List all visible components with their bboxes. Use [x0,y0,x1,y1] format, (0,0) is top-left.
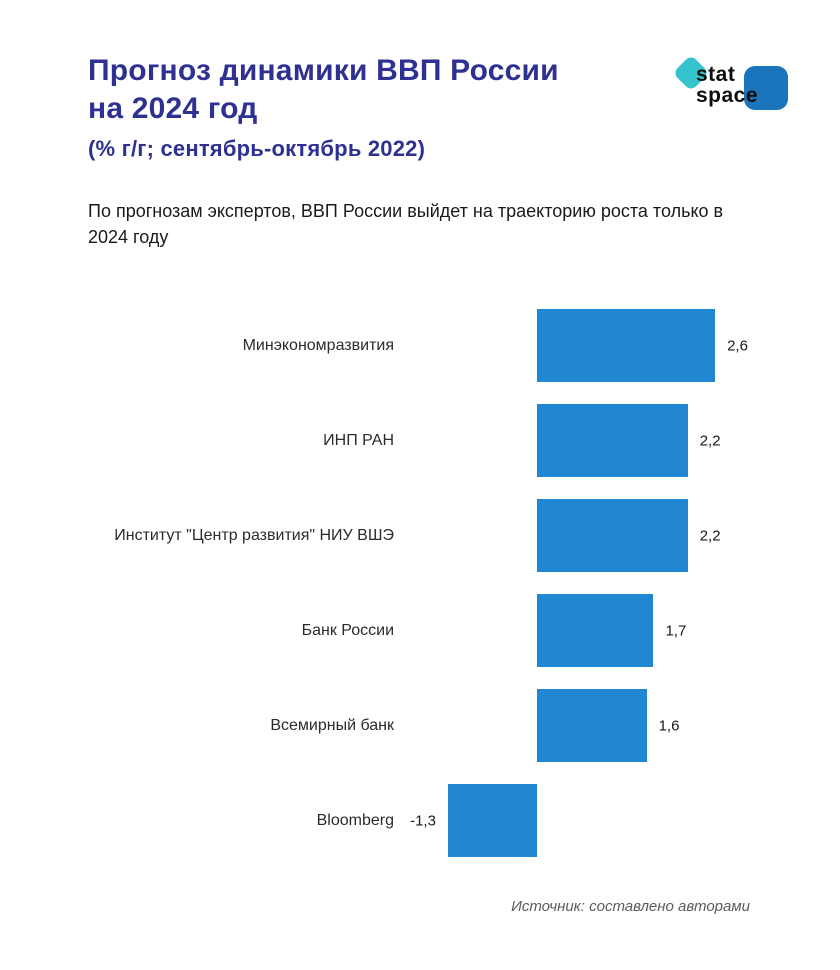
bar [537,404,688,477]
category-label: Bloomberg [316,811,394,829]
chart-row: ИНП РАН 2,2 [0,393,840,488]
chart-row: Всемирный банк 1,6 [0,678,840,773]
page-title: Прогноз динамики ВВП России на 2024 год [88,52,559,128]
logo-text-line-2: space [696,84,759,107]
bar-area: 2,2 [400,488,840,583]
title-block: Прогноз динамики ВВП России на 2024 год … [88,52,559,162]
bar [447,784,537,857]
logo-blue-square-icon [744,66,788,110]
chart-row: Минэкономразвития 2,6 [0,298,840,393]
bar [537,594,654,667]
bar-area: 1,7 [400,583,840,678]
category-label: Банк России [301,621,394,639]
category-label: Минэкономразвития [242,336,394,354]
chart-row: Институт "Центр развития" НИУ ВШЭ 2,2 [0,488,840,583]
chart-row: Банк России 1,7 [0,583,840,678]
bar [537,689,647,762]
source-note: Источник: составлено авторами [511,898,750,915]
header: Прогноз динамики ВВП России на 2024 год … [0,52,840,162]
value-label: 2,2 [699,527,721,544]
bar-area: 2,6 [400,298,840,393]
page-subtitle: (% г/г; сентябрь-октябрь 2022) [88,136,426,161]
infographic-page: Прогноз динамики ВВП России на 2024 год … [0,52,840,915]
chart-description: По прогнозам экспертов, ВВП России выйде… [88,201,724,247]
category-label: ИНП РАН [323,431,394,449]
category-label: Всемирный банк [270,716,394,734]
bar-area: 2,2 [400,393,840,488]
bar [537,499,688,572]
logo-text-line-1: stat [696,63,736,86]
bar-area: -1,3 [400,773,840,868]
bar [537,309,716,382]
title-line-2: на 2024 год [88,92,258,125]
statspace-logo: stat space [672,54,790,118]
title-line-1: Прогноз динамики ВВП России [88,54,559,87]
value-label: 2,2 [699,432,721,449]
category-label: Институт "Центр развития" НИУ ВШЭ [114,526,394,544]
chart-row: Bloomberg -1,3 [0,773,840,868]
horizontal-bar-chart: Минэкономразвития 2,6 ИНП РАН 2,2 Институт "… [0,298,840,868]
logo-text: stat space [696,64,758,106]
value-label: 2,6 [727,337,748,354]
value-label: 1,6 [658,717,680,734]
value-label: 1,7 [665,622,687,639]
value-label: -1,3 [410,812,436,829]
bar-area: 1,6 [400,678,840,773]
